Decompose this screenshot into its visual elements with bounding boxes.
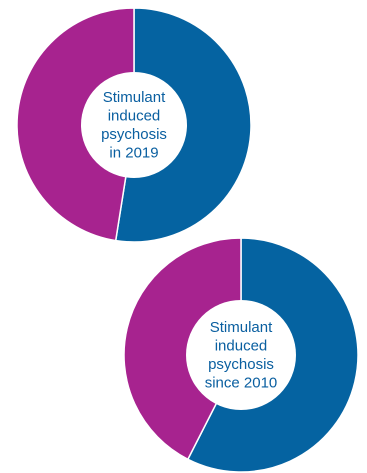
donut-1-center-label-line: Stimulant <box>103 89 166 106</box>
donut-1-slice-2 <box>16 7 135 242</box>
donut-2-slice-2 <box>123 237 242 461</box>
donut-1-center-label-line: in 2019 <box>109 144 158 161</box>
donut-2-center-label-line: psychosis <box>208 356 274 373</box>
donut-1-center-label-line: psychosis <box>101 126 167 143</box>
donut-1-center-label-line: induced <box>108 107 161 124</box>
donut-2-center-label-line: since 2010 <box>205 374 278 391</box>
donut-1-center-hole <box>81 72 187 178</box>
donut-2-center-hole <box>186 300 296 410</box>
donut-2-center-label-line: Stimulant <box>210 319 273 336</box>
donut-2-center-label-line: induced <box>215 337 268 354</box>
